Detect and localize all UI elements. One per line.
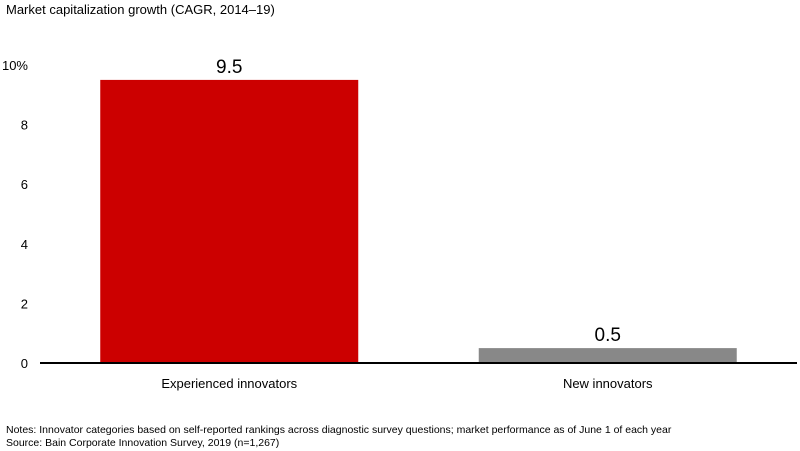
bars-group xyxy=(100,79,737,364)
x-category-label: New innovators xyxy=(563,376,653,391)
y-tick-label: 0 xyxy=(21,356,28,371)
y-tick-label: 4 xyxy=(21,237,28,252)
x-category-label: Experienced innovators xyxy=(161,376,297,391)
y-axis-tick-labels: 0 2 4 6 8 10% xyxy=(2,58,28,371)
bar-chart: 0 2 4 6 8 10% 9.5 0.5 Experienced innovators Ne… xyxy=(2,57,797,391)
chart-notes: Notes: Innovator categories based on sel… xyxy=(6,424,672,436)
bar-value-label: 0.5 xyxy=(595,325,621,346)
y-tick-label: 2 xyxy=(21,296,28,311)
y-tick-label: 10% xyxy=(2,58,28,73)
bar-data-labels: 9.5 0.5 xyxy=(216,57,621,346)
y-tick-label: 6 xyxy=(21,177,28,192)
chart-source: Source: Bain Corporate Innovation Survey… xyxy=(6,437,280,449)
bar xyxy=(478,348,737,363)
y-tick-label: 8 xyxy=(21,118,28,133)
bar xyxy=(100,79,359,364)
chart-title: Market capitalization growth (CAGR, 2014… xyxy=(6,2,275,17)
x-axis-category-labels: Experienced innovators New innovators xyxy=(161,376,653,391)
bar-value-label: 9.5 xyxy=(216,57,242,78)
